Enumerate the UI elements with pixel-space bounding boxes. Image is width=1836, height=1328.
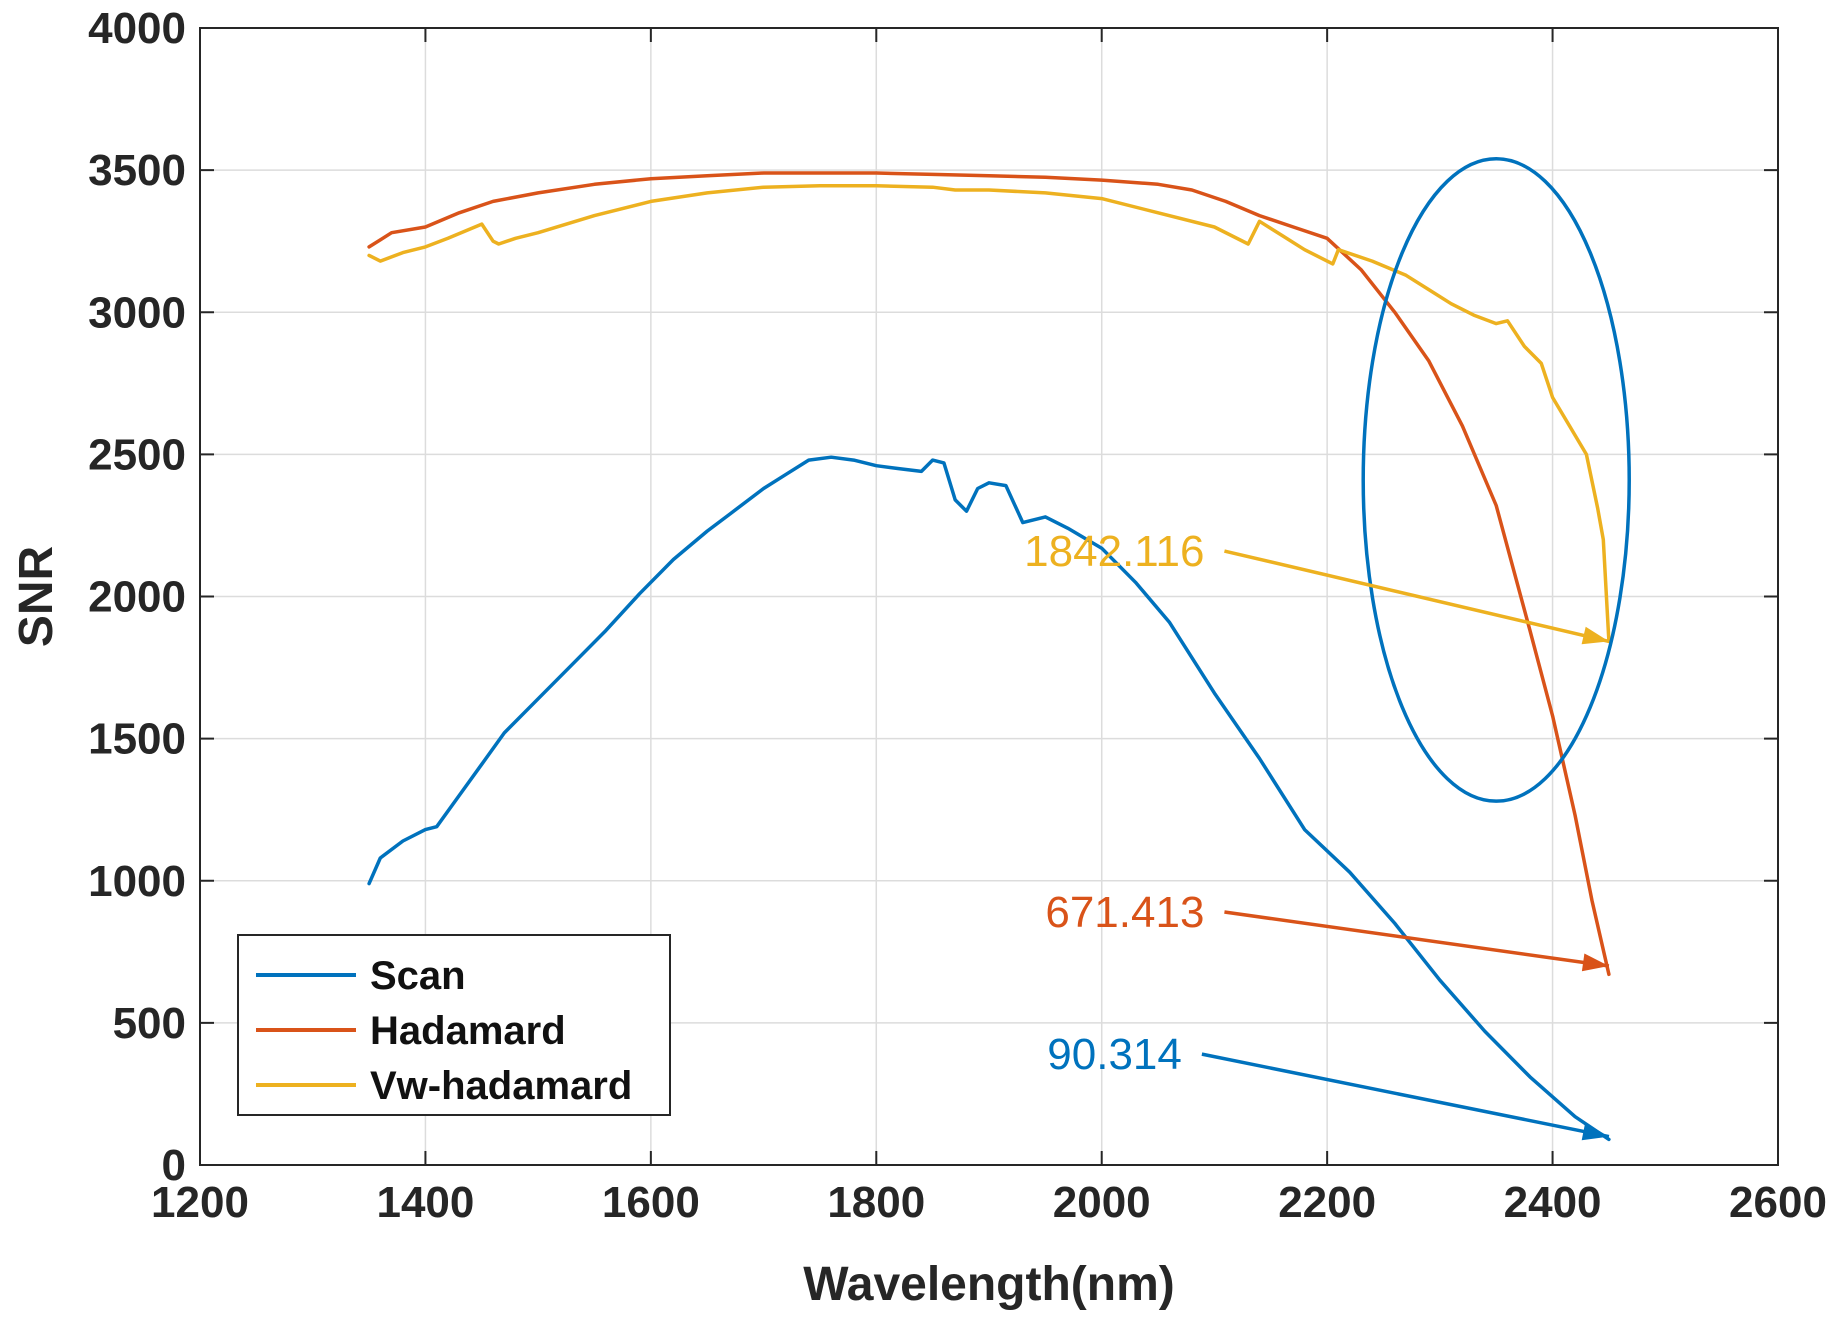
y-tick-label: 3500 <box>88 146 186 195</box>
y-tick-label: 2000 <box>88 573 186 622</box>
annotation-layer: 1842.116 671.413 90.314 <box>1024 157 1631 1141</box>
annotation-arrow-head <box>1581 1122 1609 1141</box>
y-tick-label: 500 <box>113 999 186 1048</box>
x-tick-label: 2400 <box>1504 1178 1602 1227</box>
legend: Scan Hadamard Vw-hadamard <box>237 934 671 1116</box>
y-tick-label: 1500 <box>88 715 186 764</box>
axes-layer: 1200 1400 1600 1800 2000 2200 2400 2600 0 500 1000… <box>88 4 1827 1227</box>
y-tick-label: 3000 <box>88 288 186 337</box>
x-tick-label: 2600 <box>1729 1178 1827 1227</box>
annotation-label: 671.413 <box>1045 888 1204 937</box>
x-tick-label: 1400 <box>376 1178 474 1227</box>
y-tick-label: 4000 <box>88 4 186 53</box>
x-tick-label: 2200 <box>1278 1178 1376 1227</box>
legend-label-scan: Scan <box>370 954 466 998</box>
x-tick-label: 2000 <box>1053 1178 1151 1227</box>
legend-label-vw-hadamard: Vw-hadamard <box>370 1064 632 1108</box>
annotation-arrow-line <box>1201 1052 1610 1139</box>
series-layer <box>367 171 1611 1142</box>
annotation-arrow-head <box>1581 626 1609 645</box>
legend-label-hadamard: Hadamard <box>370 1009 566 1053</box>
series-line-scan <box>367 455 1611 1142</box>
series-line-hadamard <box>367 171 1611 977</box>
y-tick-label: 1000 <box>88 857 186 906</box>
annotation-arrow-line <box>1224 910 1610 968</box>
highlight-ellipse <box>1361 157 1631 803</box>
annotation-label: 90.314 <box>1047 1030 1182 1079</box>
y-tick-label: 0 <box>162 1141 186 1190</box>
annotation-arrow-head <box>1581 953 1609 972</box>
x-tick-label: 1600 <box>602 1178 700 1227</box>
x-tick-label: 1200 <box>151 1178 249 1227</box>
annotation-arrow-line <box>1224 549 1610 644</box>
x-tick-label: 1800 <box>827 1178 925 1227</box>
y-axis-title: SNR <box>10 546 63 647</box>
x-axis-title: Wavelength(nm) <box>803 1258 1175 1311</box>
series-line-vw-hadamard <box>367 184 1611 644</box>
y-tick-label: 2500 <box>88 430 186 479</box>
annotation-label: 1842.116 <box>1024 527 1204 576</box>
